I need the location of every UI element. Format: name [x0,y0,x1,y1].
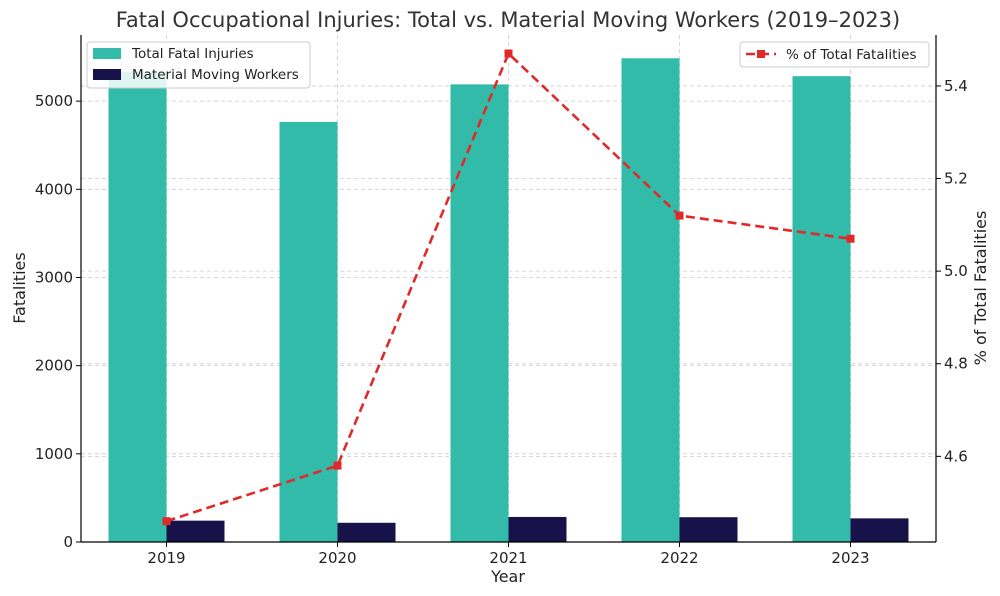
bar-total-fatal-injuries [792,76,851,542]
pct-marker [846,234,855,243]
legend-label: Material Moving Workers [132,67,299,83]
pct-marker [333,461,342,470]
bar-total-fatal-injuries [450,84,509,543]
x-tick-label: 2019 [147,549,185,567]
bar-total-fatal-injuries [621,58,680,542]
legend-swatch-total [93,48,121,59]
y2-tick-label: 4.8 [944,355,968,373]
y-tick-label: 5000 [35,92,73,110]
x-axis-label: Year [490,567,525,586]
chart-title: Fatal Occupational Injuries: Total vs. M… [116,8,900,32]
bar-total-fatal-injuries [108,71,167,542]
y2-tick-label: 5.2 [944,170,968,188]
y2-tick-label: 5.4 [944,77,968,95]
bar-material-moving-workers [166,520,225,542]
y-tick-label: 3000 [35,268,73,286]
y-tick-label: 0 [63,533,73,551]
legend-swatch-material [93,69,121,80]
y-tick-label: 1000 [35,445,73,463]
y-tick-label: 2000 [35,357,73,375]
bar-material-moving-workers [679,517,738,542]
x-tick-label: 2021 [489,549,527,567]
x-tick-label: 2023 [831,549,869,567]
legend-marker-swatch [757,50,765,58]
y2-tick-label: 4.6 [944,447,968,465]
pct-marker [162,517,171,526]
legend-label: Total Fatal Injuries [131,46,254,62]
pct-line [166,51,851,523]
bars-layer [108,58,909,543]
y2-tick-label: 5.0 [944,262,968,280]
x-tick-label: 2022 [660,549,698,567]
legend-bars: Total Fatal Injuries Material Moving Work… [86,41,311,89]
pct-marker [675,211,684,220]
legend-line: % of Total Fatalities [739,41,930,68]
y2-axis-label: % of Total Fatalities [971,211,990,366]
bar-material-moving-workers [508,516,567,542]
legend-box [86,41,311,89]
y-axis-label: Fatalities [10,252,29,323]
bar-material-moving-workers [850,518,909,542]
pct-marker [504,49,513,58]
y-tick-label: 4000 [35,180,73,198]
bar-total-fatal-injuries [279,121,338,542]
legend-label: % of Total Fatalities [786,47,917,63]
x-tick-label: 2020 [318,549,356,567]
legend-box [739,41,930,68]
axes-layer: 0 1000 2000 3000 4000 5000 4.6 4.8 5.0 5.2 5.4 2019… [35,35,968,567]
bar-material-moving-workers [337,522,396,542]
line-layer [162,49,855,526]
